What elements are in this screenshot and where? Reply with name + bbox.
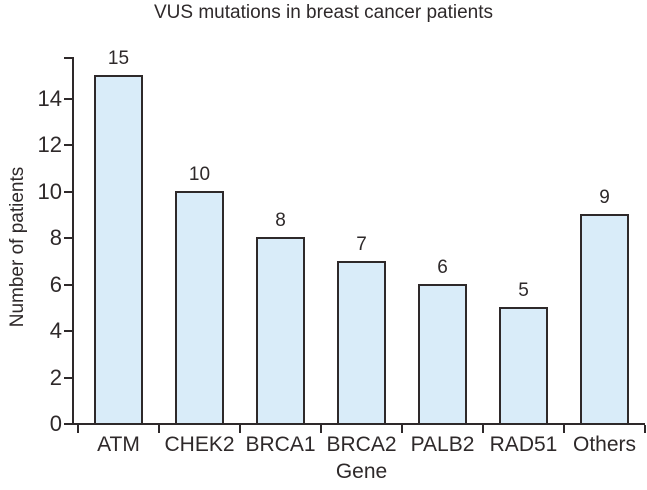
x-tick	[77, 425, 79, 433]
bar	[256, 237, 305, 425]
y-tick	[64, 144, 72, 147]
bar	[94, 74, 143, 425]
bar-value-label: 15	[107, 47, 130, 69]
bar-value-label: 7	[356, 233, 367, 255]
x-tick-label: BRCA1	[245, 433, 316, 456]
x-tick	[563, 425, 565, 433]
x-tick-label: RAD51	[489, 433, 558, 456]
bar-value-label: 9	[599, 187, 610, 209]
chart-title: VUS mutations in breast cancer patients	[153, 2, 493, 23]
bar-value-label: 8	[275, 210, 286, 232]
x-axis-title: Gene	[335, 460, 388, 483]
x-tick-label: Others	[572, 433, 637, 456]
y-tick-label: 14	[37, 86, 62, 111]
y-tick-label: 4	[49, 318, 62, 344]
x-tick-label: ATM	[97, 433, 140, 456]
y-tick	[64, 376, 72, 379]
y-tick-label: 2	[49, 364, 62, 390]
y-axis-line	[72, 57, 74, 425]
bar	[175, 190, 224, 425]
bar	[580, 214, 629, 425]
x-tick	[401, 425, 403, 433]
bar-value-label: 6	[437, 256, 448, 278]
y-tick	[64, 98, 72, 100]
bar	[418, 283, 467, 425]
y-tick-label: 8	[49, 225, 62, 251]
bar	[499, 306, 548, 425]
y-tick-label: 12	[37, 132, 62, 158]
y-tick	[64, 330, 72, 333]
y-tick	[64, 283, 72, 286]
y-axis-end-tick	[64, 57, 72, 59]
y-tick	[64, 237, 72, 240]
y-tick	[64, 190, 72, 193]
y-tick-label: 10	[37, 178, 62, 204]
x-tick-label: CHEK2	[164, 433, 235, 456]
bar	[337, 260, 386, 425]
y-tick-label: 6	[49, 271, 62, 297]
x-tick-label: BRCA2	[326, 433, 397, 456]
x-tick	[158, 425, 160, 433]
y-tick	[64, 423, 72, 425]
y-tick-label: 0	[49, 411, 62, 436]
x-tick	[482, 425, 484, 433]
x-tick	[644, 425, 646, 433]
bar-value-label: 10	[188, 163, 211, 185]
x-tick	[239, 425, 241, 433]
x-tick-label: PALB2	[410, 433, 475, 456]
bar-value-label: 5	[518, 279, 529, 301]
x-tick	[320, 425, 322, 433]
